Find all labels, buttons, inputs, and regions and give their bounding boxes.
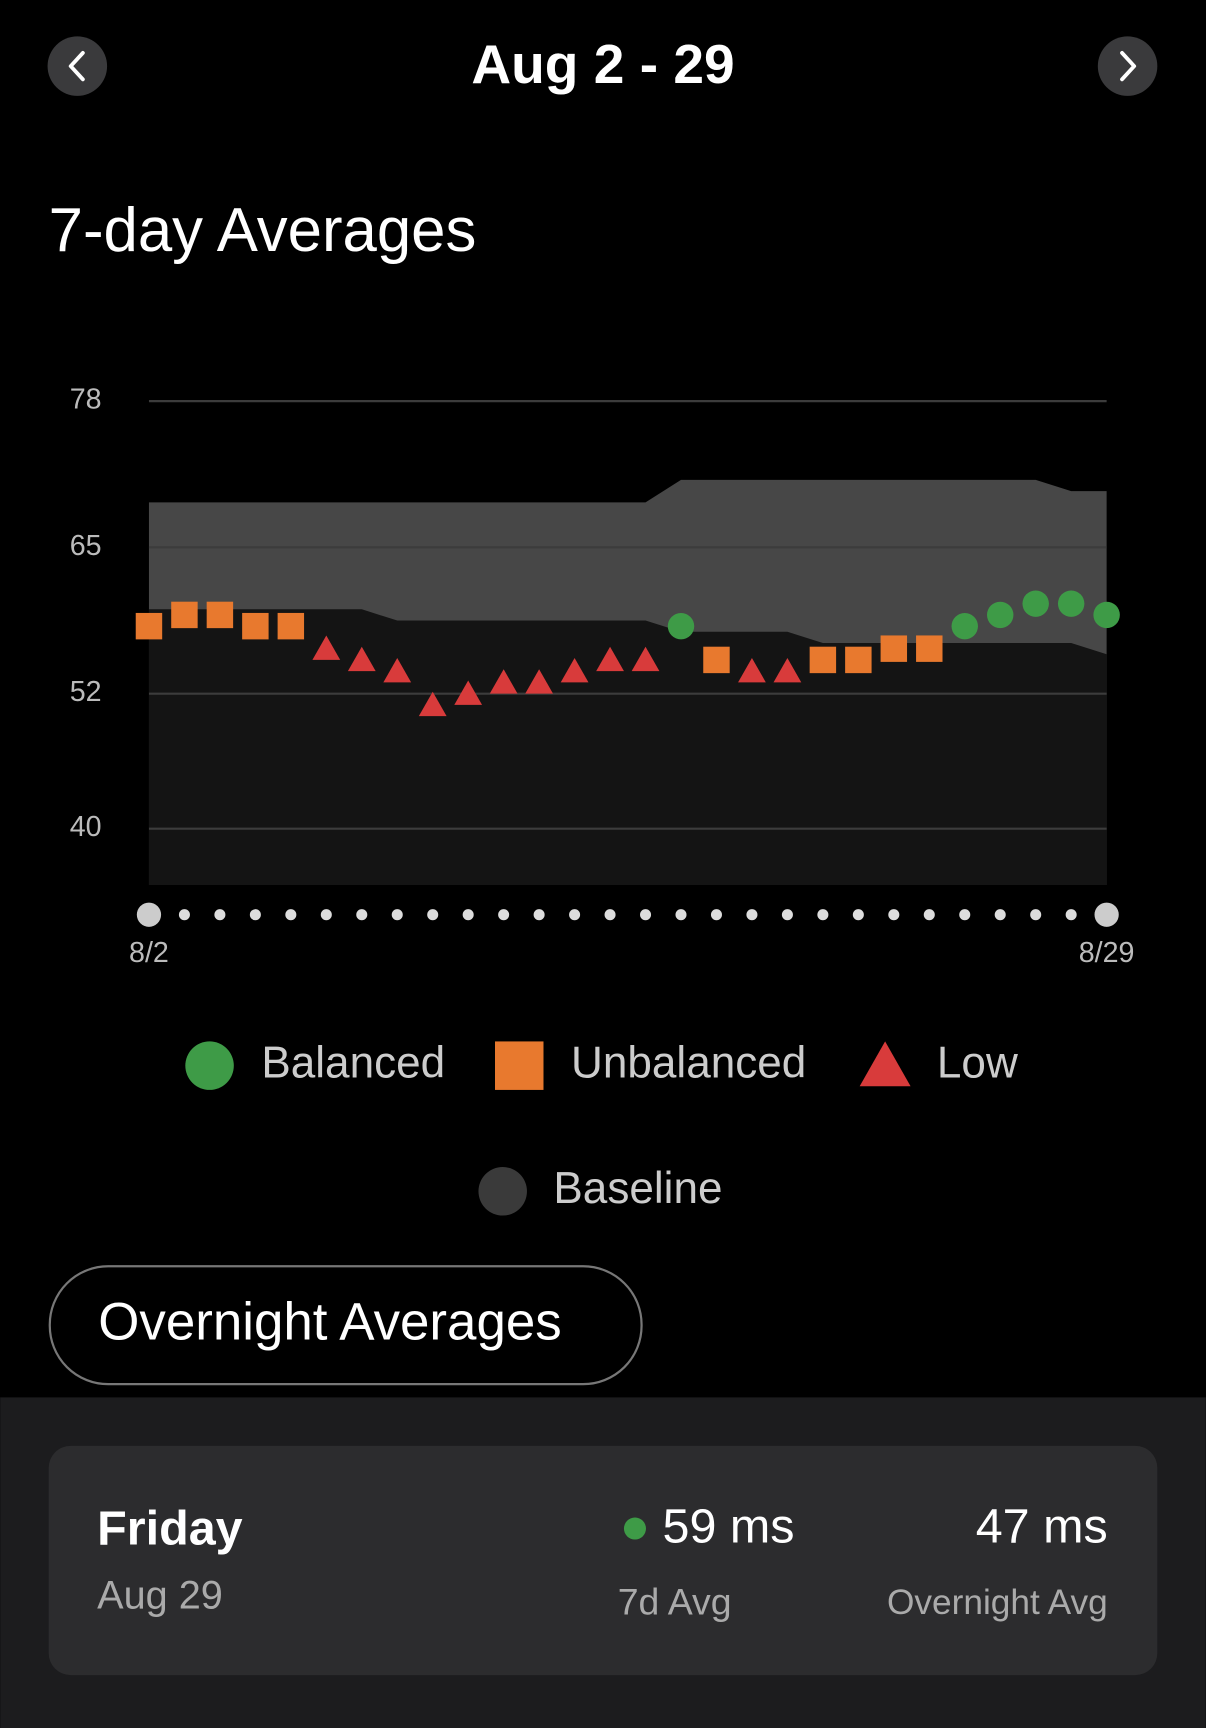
card-day: Friday [97, 1502, 242, 1556]
forward-button[interactable] [1097, 36, 1158, 96]
x-tick-dot [427, 909, 439, 921]
header-title: Aug 2 - 29 [471, 33, 734, 95]
point [809, 646, 837, 674]
point [951, 612, 978, 640]
day-card[interactable]: Friday Aug 29 59 ms 7d Avg 47 ms Overnig… [48, 1445, 1158, 1676]
x-tick-dot [994, 909, 1006, 921]
x-tick-dot [923, 909, 935, 921]
chart-title: 7-day Averages [49, 196, 477, 265]
legend-marker [185, 1041, 234, 1090]
point [667, 612, 695, 640]
y-tick-label: 52 [70, 676, 102, 708]
plot: 40 52 65 78 8/2 8/29 [70, 384, 1135, 969]
legend-label: Unbalanced [571, 1038, 806, 1087]
x-tick-dot [498, 909, 510, 921]
x-tick-dot [320, 909, 332, 921]
point [242, 612, 269, 640]
legend-label: Balanced [261, 1038, 445, 1087]
x-tick-dot [533, 909, 545, 921]
forward-chevron[interactable] [1120, 50, 1137, 82]
x-tick-dot [959, 909, 971, 921]
point [916, 635, 943, 662]
x-tick-dot [852, 909, 864, 921]
x-tick-dot [285, 909, 297, 921]
x-tick-dot [746, 909, 758, 921]
toggle-outline[interactable] [48, 1265, 643, 1386]
x-tick-dot [1030, 909, 1042, 921]
point [206, 601, 234, 629]
x-tick-dot [710, 909, 722, 921]
point [454, 680, 483, 705]
point [312, 635, 341, 660]
toggle-button[interactable]: Overnight Averages [48, 1265, 643, 1386]
legend-marker [495, 1041, 544, 1090]
point [845, 646, 872, 674]
x-tick-label: 8/29 [1079, 937, 1135, 969]
point [596, 646, 624, 672]
card-date: Aug 29 [97, 1573, 223, 1617]
back-chevron[interactable] [68, 50, 85, 82]
point [135, 612, 163, 640]
x-tick-dot [817, 909, 829, 921]
point [773, 657, 802, 683]
x-tick-dot [640, 909, 652, 921]
y-tick-label: 65 [70, 530, 102, 562]
x-tick-dot [781, 909, 793, 921]
toggle-label[interactable]: Overnight Averages [98, 1293, 561, 1352]
card-overnight-label: Overnight Avg [887, 1583, 1108, 1622]
x-tick-dot [391, 909, 403, 921]
point [880, 635, 908, 662]
back-button[interactable] [47, 36, 108, 96]
point [171, 601, 198, 629]
x-tick-dot [604, 909, 616, 921]
x-tick-dot [356, 909, 368, 921]
point [738, 657, 766, 683]
x-tick-label: 8/2 [129, 937, 169, 969]
x-tick-dot [462, 909, 474, 921]
card-7d-label: 7d Avg [618, 1580, 732, 1622]
point [347, 646, 376, 672]
point [1057, 590, 1085, 617]
x-tick-dot [136, 902, 162, 927]
x-tick-dot [675, 909, 687, 921]
point [489, 669, 518, 694]
card-background[interactable] [48, 1445, 1158, 1676]
legend-marker [478, 1167, 527, 1216]
point [277, 612, 305, 640]
point [383, 657, 412, 683]
x-tick-dot [178, 909, 190, 921]
status-dot [623, 1517, 646, 1540]
point [418, 691, 447, 717]
x-tick-dot [1094, 902, 1119, 927]
baseline-lower [148, 609, 1107, 885]
x-tick-dot [888, 909, 900, 921]
y-tick-label: 78 [70, 384, 102, 416]
legend-label: Baseline [553, 1164, 722, 1213]
legend-label: Low [937, 1038, 1018, 1087]
point [525, 669, 554, 694]
y-tick-label: 40 [70, 811, 102, 843]
point [1022, 590, 1049, 617]
x-tick-dot [1065, 909, 1077, 921]
card-overnight-avg: 47 ms [976, 1499, 1108, 1553]
point [560, 657, 589, 683]
x-tick-dot [569, 909, 581, 921]
legend-marker [859, 1041, 911, 1087]
x-tick-dot [249, 909, 261, 921]
point [631, 646, 660, 672]
point [987, 601, 1014, 629]
point [703, 646, 730, 674]
point [1093, 601, 1120, 629]
x-tick-dot [214, 909, 226, 921]
card-7d-avg: 59 ms [663, 1499, 795, 1553]
forward-circle[interactable] [1097, 36, 1158, 96]
back-circle[interactable] [47, 36, 108, 96]
